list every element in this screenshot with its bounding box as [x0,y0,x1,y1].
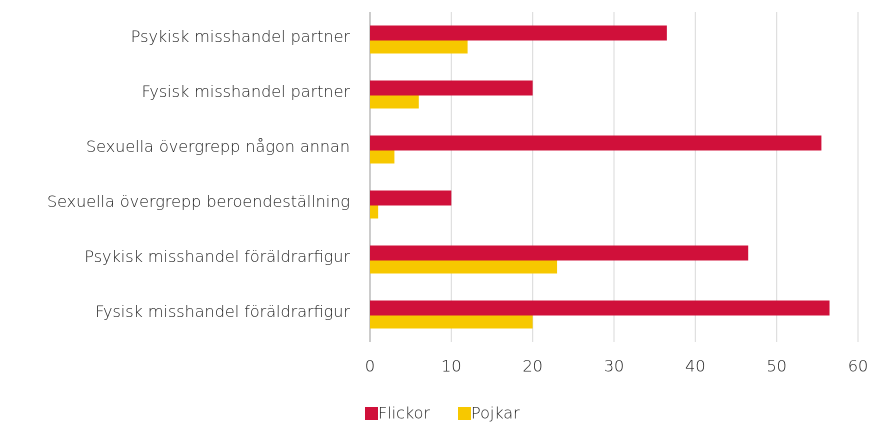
x-tick-label: 50 [766,357,786,376]
y-tick-label: Fysisk misshandel partner [142,82,351,101]
y-tick-label: Sexuella övergrepp någon annan [86,137,350,156]
y-tick-label: Sexuella övergrepp beroendeställning [47,192,350,211]
x-tick-label: 20 [522,357,542,376]
legend-label: Flickor [378,404,430,423]
x-tick-label: 0 [365,357,375,376]
bar [370,80,533,96]
bar [370,245,749,261]
bar [370,135,822,151]
legend-swatch [365,407,378,420]
y-tick-label: Psykisk misshandel föräldrarfigur [84,247,350,266]
bar [370,315,533,329]
bar [370,40,468,54]
x-tick-label: 60 [848,357,868,376]
x-tick-label: 10 [441,357,461,376]
bar [370,150,395,164]
x-tick-label: 40 [685,357,705,376]
legend-swatch [458,407,471,420]
bar [370,205,379,219]
legend-label: Pojkar [471,404,520,423]
bar [370,190,452,206]
bar [370,300,830,316]
y-tick-label: Psykisk misshandel partner [131,27,351,46]
bar [370,95,419,109]
y-tick-label: Fysisk misshandel föräldrarfigur [95,302,350,321]
bar [370,25,667,41]
bar [370,260,558,274]
x-tick-label: 30 [604,357,624,376]
